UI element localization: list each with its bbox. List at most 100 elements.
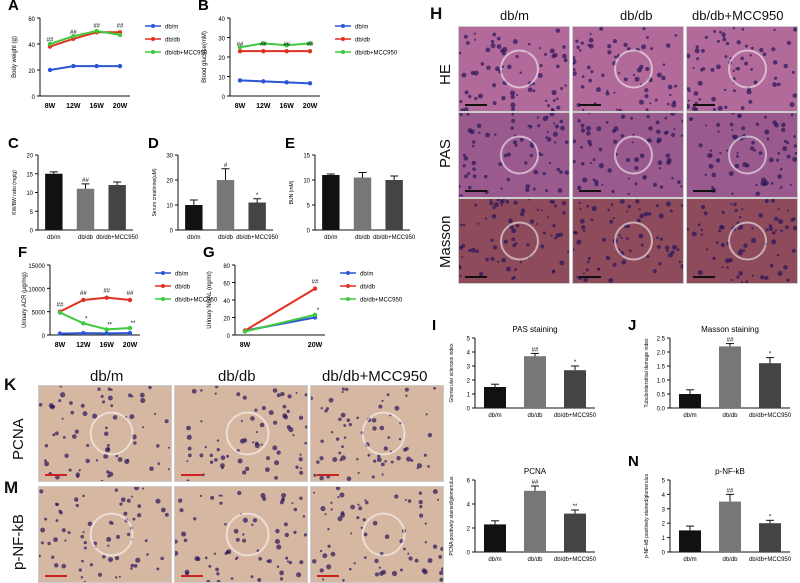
nucleus xyxy=(364,556,367,559)
nucleus xyxy=(322,578,324,580)
nucleus xyxy=(549,113,554,116)
nucleus xyxy=(688,100,690,102)
nucleus xyxy=(425,541,427,543)
nucleus xyxy=(627,205,631,209)
nucleus xyxy=(722,37,726,41)
tile-h-r1-c3-texture xyxy=(687,27,797,111)
nucleus xyxy=(134,487,139,490)
nucleus xyxy=(343,424,346,427)
nucleus xyxy=(165,513,169,517)
tile-h-r1-c3 xyxy=(686,26,798,112)
nucleus xyxy=(322,553,327,558)
nucleus xyxy=(695,108,698,111)
c-bar xyxy=(108,185,125,230)
nucleus xyxy=(717,40,720,43)
nucleus xyxy=(373,460,376,463)
j-ylabel: Tubulointerstitial damage index xyxy=(644,338,650,408)
nucleus xyxy=(580,146,583,149)
nucleus xyxy=(481,62,485,66)
nucleus xyxy=(553,122,555,124)
nucleus xyxy=(39,555,41,558)
nucleus xyxy=(62,528,66,532)
nucleus xyxy=(241,420,243,422)
nucleus xyxy=(597,268,600,271)
nucleus xyxy=(726,42,729,45)
nucleus xyxy=(551,108,554,111)
nucleus xyxy=(533,89,536,92)
nucleus xyxy=(344,436,347,439)
nucleus xyxy=(231,577,234,580)
a-ytick-label: 20 xyxy=(28,69,35,75)
nucleus xyxy=(663,63,666,66)
nucleus xyxy=(667,103,670,106)
nucleus xyxy=(276,450,280,454)
nucleus xyxy=(713,108,716,111)
nucleus xyxy=(156,444,160,448)
nucleus xyxy=(695,48,700,53)
nucleus xyxy=(154,413,156,415)
f-xtick-label: 12W xyxy=(76,342,91,349)
nucleus xyxy=(329,398,334,403)
nucleus xyxy=(573,160,576,164)
nucleus xyxy=(581,225,586,230)
nucleus xyxy=(501,258,506,263)
nucleus xyxy=(626,237,629,240)
nucleus xyxy=(424,454,427,457)
b-ytick-label: 40 xyxy=(218,17,225,23)
nucleus xyxy=(658,160,663,165)
nucleus xyxy=(88,522,93,527)
nucleus xyxy=(304,442,307,445)
nucleus xyxy=(513,201,517,205)
nucleus xyxy=(777,174,782,179)
nucleus xyxy=(562,54,567,59)
nucleus xyxy=(79,469,81,471)
nucleus xyxy=(459,194,461,197)
nucleus xyxy=(733,89,736,92)
nucleus xyxy=(567,250,569,253)
nucleus xyxy=(618,72,620,74)
nucleus xyxy=(215,392,217,394)
nucleus xyxy=(541,209,543,211)
g-ytick-label: 40 xyxy=(223,299,230,305)
k-col-label-1: db/m xyxy=(90,368,123,385)
a-ytick-label: 0 xyxy=(32,95,36,101)
g-ytick-label: 80 xyxy=(223,264,230,270)
nucleus xyxy=(583,230,585,232)
e-ytick-label: 0 xyxy=(307,229,311,235)
nucleus xyxy=(372,475,375,478)
nucleus xyxy=(545,189,548,192)
l-bar xyxy=(564,514,586,552)
nucleus xyxy=(556,65,560,69)
d-annotation: * xyxy=(256,193,259,199)
b-xtick-label: 20W xyxy=(303,103,318,110)
nucleus xyxy=(785,225,789,229)
nucleus xyxy=(299,454,301,456)
nucleus xyxy=(787,41,791,45)
nucleus xyxy=(553,132,558,137)
nucleus xyxy=(354,562,356,564)
f-legend-marker xyxy=(161,297,165,301)
a-xtick-label: 16W xyxy=(89,103,104,110)
nucleus xyxy=(581,128,585,132)
c-ytick-label: 10 xyxy=(26,191,33,197)
nucleus xyxy=(737,152,739,154)
nucleus xyxy=(559,260,564,265)
nucleus xyxy=(327,528,329,530)
nucleus xyxy=(716,241,719,244)
nucleus xyxy=(363,518,366,521)
nucleus xyxy=(319,476,324,481)
nucleus xyxy=(440,547,443,551)
nucleus xyxy=(634,157,639,162)
nucleus xyxy=(179,508,183,512)
nucleus xyxy=(564,84,566,86)
nucleus xyxy=(473,174,477,178)
nucleus xyxy=(793,226,797,231)
nucleus xyxy=(497,261,499,263)
nucleus xyxy=(769,224,772,227)
nucleus xyxy=(68,531,71,534)
nucleus xyxy=(528,87,533,92)
tile-h-r2-c1-texture xyxy=(459,113,569,197)
nucleus xyxy=(730,123,734,127)
nucleus xyxy=(501,96,505,100)
nucleus xyxy=(403,548,406,551)
